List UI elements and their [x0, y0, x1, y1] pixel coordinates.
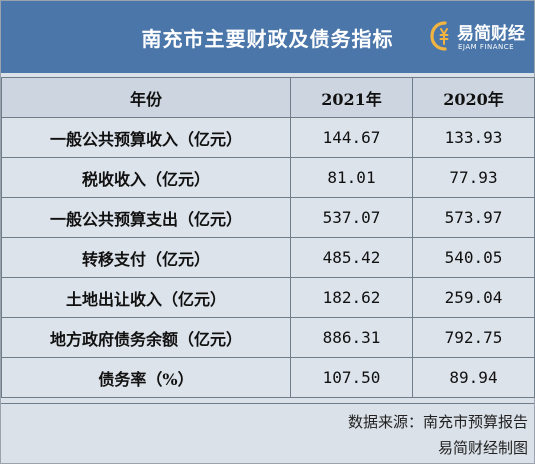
value-2021: 182.62	[290, 277, 413, 318]
row-label: 土地出让收入（亿元）	[1, 277, 291, 318]
logo-english: EJAM FINANCE	[458, 43, 515, 51]
value-2021: 107.50	[290, 357, 413, 398]
row-label: 转移支付（亿元）	[1, 237, 291, 278]
value-2021: 81.01	[290, 157, 413, 198]
row-label: 税收收入（亿元）	[1, 157, 291, 198]
table-row: 一般公共预算收入（亿元） 144.67 133.93	[1, 117, 535, 158]
value-2021: 144.67	[290, 117, 413, 158]
row-label: 一般公共预算收入（亿元）	[1, 117, 291, 158]
value-2020: 133.93	[412, 117, 535, 158]
table-row: 债务率（%） 107.50 89.94	[1, 357, 535, 398]
row-label: 债务率（%）	[1, 357, 291, 398]
column-header-2021: 2021年	[290, 77, 413, 118]
header-bar: 南充市主要财政及债务指标 易简财经 EJAM FINANCE	[1, 1, 534, 73]
row-label: 一般公共预算支出（亿元）	[1, 197, 291, 238]
value-2020: 792.75	[412, 317, 535, 358]
value-2020: 89.94	[412, 357, 535, 398]
column-header-year: 年份	[1, 77, 291, 118]
value-2020: 573.97	[412, 197, 535, 238]
column-header-2020: 2020年	[412, 77, 535, 118]
table-row: 地方政府债务余额（亿元） 886.31 792.75	[1, 317, 535, 358]
value-2020: 77.93	[412, 157, 535, 198]
row-label: 地方政府债务余额（亿元）	[1, 317, 291, 358]
value-2021: 537.07	[290, 197, 413, 238]
value-2020: 259.04	[412, 277, 535, 318]
brand-logo: 易简财经 EJAM FINANCE	[429, 18, 529, 56]
table-row: 税收收入（亿元） 81.01 77.93	[1, 157, 535, 198]
value-2021: 886.31	[290, 317, 413, 358]
coin-logo-icon	[430, 21, 449, 51]
table-header-row: 年份 2021年 2020年	[1, 77, 535, 118]
table-row: 土地出让收入（亿元） 182.62 259.04	[1, 277, 535, 318]
indicator-table: 年份 2021年 2020年 一般公共预算收入（亿元） 144.67 133.9…	[1, 77, 535, 398]
logo-name: 易简财经	[457, 24, 525, 44]
table-row: 转移支付（亿元） 485.42 540.05	[1, 237, 535, 278]
data-source-note: 数据来源：南充市预算报告	[347, 413, 528, 431]
table-row: 一般公共预算支出（亿元） 537.07 573.97	[1, 197, 535, 238]
value-2021: 485.42	[290, 237, 413, 278]
page-title: 南充市主要财政及债务指标	[141, 27, 394, 51]
chart-credit: 易简财经制图	[437, 439, 528, 457]
value-2020: 540.05	[412, 237, 535, 278]
footer: 数据来源：南充市预算报告 易简财经制图	[1, 403, 534, 464]
